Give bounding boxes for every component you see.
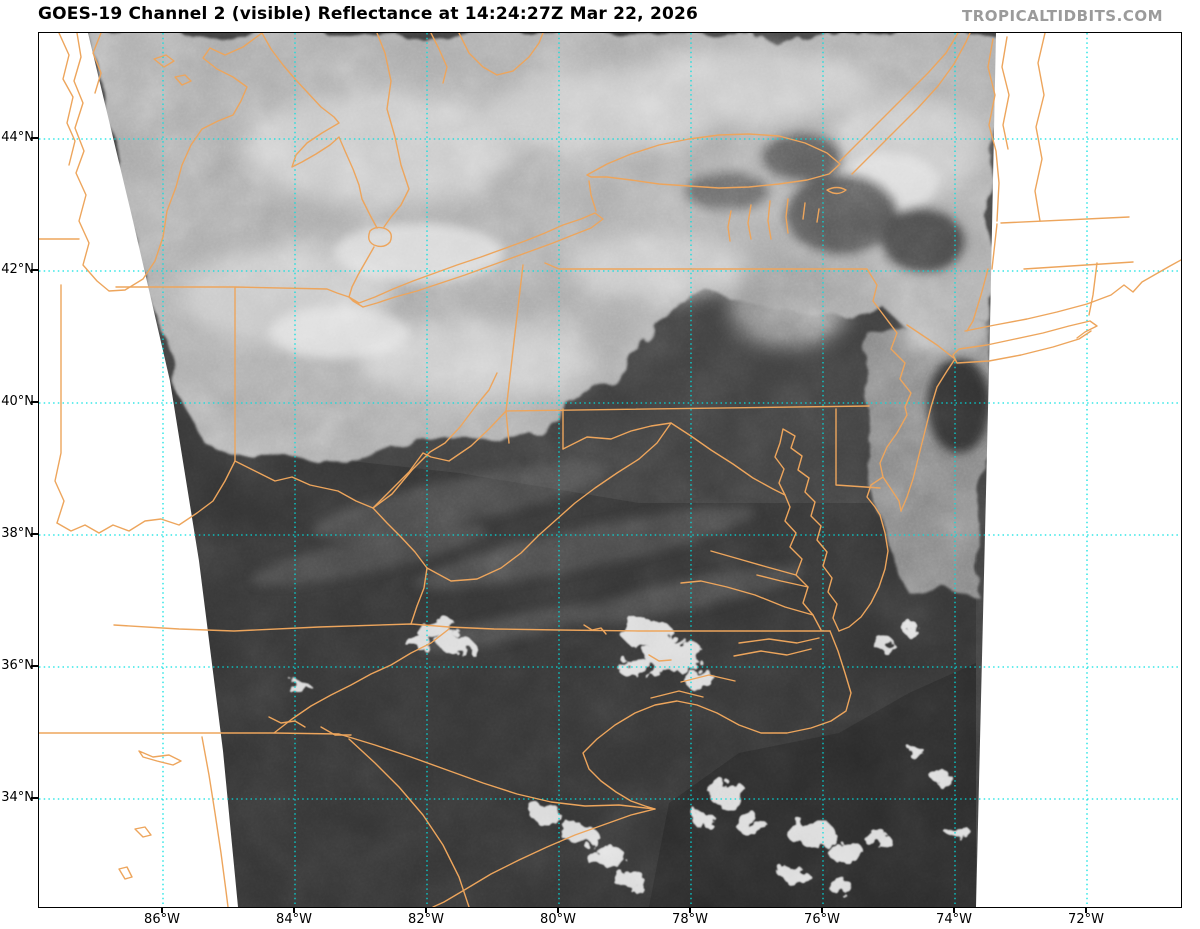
map-boundaries-overlay: [39, 33, 1181, 907]
lat-label: 44°N: [1, 130, 34, 145]
site-watermark: TROPICALTIDBITS.COM: [962, 7, 1163, 25]
y-tick: [31, 401, 38, 403]
lon-label: 86°W: [144, 912, 180, 927]
x-tick: [821, 907, 823, 913]
lon-label: 82°W: [408, 912, 444, 927]
lon-label: 78°W: [672, 912, 708, 927]
lon-label: 80°W: [540, 912, 576, 927]
map-plot-area: [38, 32, 1182, 908]
lon-label: 84°W: [276, 912, 312, 927]
lat-label: 40°N: [1, 394, 34, 409]
x-tick: [953, 907, 955, 913]
page-title: GOES-19 Channel 2 (visible) Reflectance …: [38, 4, 699, 24]
lat-label: 34°N: [1, 790, 34, 805]
y-tick: [31, 533, 38, 535]
y-tick: [31, 797, 38, 799]
satellite-image: [88, 33, 996, 907]
x-tick: [425, 907, 427, 913]
lat-label: 42°N: [1, 262, 34, 277]
lat-label: 38°N: [1, 526, 34, 541]
lon-label: 76°W: [804, 912, 840, 927]
lon-label: 74°W: [936, 912, 972, 927]
x-tick: [689, 907, 691, 913]
lat-label: 36°N: [1, 658, 34, 673]
x-tick: [1085, 907, 1087, 913]
x-tick: [293, 907, 295, 913]
x-tick: [557, 907, 559, 913]
y-tick: [31, 137, 38, 139]
y-tick: [31, 269, 38, 271]
x-tick: [161, 907, 163, 913]
lon-label: 72°W: [1068, 912, 1104, 927]
y-tick: [31, 665, 38, 667]
